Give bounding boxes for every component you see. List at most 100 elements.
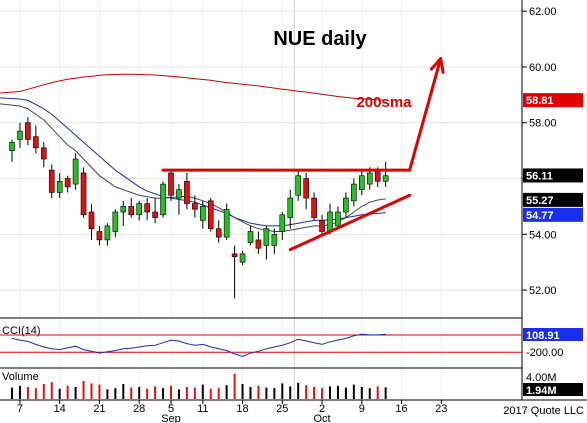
candlesticks bbox=[9, 117, 389, 299]
cci-axis-label: -200.00 bbox=[526, 347, 563, 359]
volume-bar bbox=[305, 385, 308, 399]
candle-body bbox=[207, 200, 214, 230]
candle-body bbox=[128, 206, 135, 216]
volume-bar bbox=[18, 385, 21, 399]
volume-value-box bbox=[523, 383, 583, 396]
candle-body bbox=[152, 211, 158, 218]
candle bbox=[287, 189, 294, 229]
date-axis: 7 14 21 28 5 11 18 25 2 9 16 23 Sep Oct bbox=[17, 400, 447, 423]
candle bbox=[279, 212, 286, 240]
candle-body bbox=[343, 197, 349, 213]
candle bbox=[263, 225, 270, 260]
cci-value-box bbox=[523, 328, 583, 341]
candle bbox=[192, 195, 198, 218]
candle-body bbox=[17, 130, 23, 140]
candle-body bbox=[271, 234, 278, 246]
volume-bar bbox=[281, 383, 284, 399]
candle bbox=[239, 251, 246, 265]
volume-title: Volume bbox=[2, 371, 39, 383]
candle bbox=[88, 203, 95, 240]
volume-bar bbox=[329, 386, 331, 399]
candle bbox=[223, 203, 230, 240]
candle-body bbox=[231, 253, 238, 257]
date-tick-label: 9 bbox=[359, 403, 365, 415]
volume-bar bbox=[384, 387, 387, 399]
price-tick-label: 52.00 bbox=[529, 285, 557, 297]
volume-bar bbox=[50, 382, 53, 399]
volume-bar bbox=[313, 387, 316, 399]
price-label-value: 54.77 bbox=[526, 210, 554, 222]
candle-body bbox=[215, 228, 222, 238]
candle-body bbox=[303, 178, 309, 199]
candle-body bbox=[104, 225, 111, 241]
chart-title: NUE daily bbox=[273, 28, 367, 50]
volume-bar bbox=[352, 384, 355, 399]
date-tick-label: 25 bbox=[276, 403, 288, 415]
candle-body bbox=[184, 181, 190, 204]
volume-bar bbox=[321, 388, 324, 399]
date-tick-label: 23 bbox=[435, 403, 447, 415]
candle bbox=[295, 170, 302, 201]
candle-body bbox=[48, 169, 55, 193]
candle bbox=[104, 223, 111, 246]
cci-title: CCI(14) bbox=[2, 325, 41, 337]
volume-bar bbox=[106, 389, 109, 399]
candle-body bbox=[358, 175, 365, 190]
volume-bar bbox=[344, 387, 347, 399]
volume-bar bbox=[368, 388, 371, 399]
candle-body bbox=[311, 197, 317, 218]
month-label: Sep bbox=[161, 413, 181, 423]
candle-body bbox=[319, 220, 325, 232]
volume-bar bbox=[297, 382, 300, 399]
price-tick-label: 58.00 bbox=[529, 118, 557, 130]
candle-body bbox=[160, 183, 166, 216]
price-label-box bbox=[523, 192, 583, 207]
volume-bar bbox=[233, 373, 236, 399]
candle bbox=[271, 228, 278, 254]
candle bbox=[343, 192, 349, 218]
candle bbox=[17, 122, 23, 148]
candle bbox=[72, 153, 79, 190]
price-tick-label: 62.00 bbox=[529, 6, 557, 18]
candle-body bbox=[255, 239, 262, 249]
date-tick-label: 28 bbox=[133, 403, 145, 415]
candle-body bbox=[382, 175, 389, 182]
candle bbox=[207, 198, 214, 232]
date-tick-label: 18 bbox=[236, 403, 248, 415]
candle-body bbox=[176, 189, 182, 199]
candle-body bbox=[192, 203, 198, 210]
candle bbox=[136, 200, 142, 221]
candle bbox=[112, 209, 119, 238]
price-labels: 58.81 56.11 55.27 54.77 bbox=[523, 93, 583, 222]
candle-body bbox=[9, 141, 15, 151]
volume-axis-label: 4.00M bbox=[526, 372, 557, 384]
volume-bar bbox=[217, 388, 220, 399]
cci-line bbox=[11, 333, 386, 358]
candle-body bbox=[366, 172, 373, 185]
candle bbox=[128, 198, 135, 218]
ma-line bbox=[0, 73, 386, 101]
price-label-box bbox=[523, 93, 583, 108]
candle-body bbox=[279, 214, 286, 232]
copyright: 2017 Quote LLC bbox=[503, 405, 584, 417]
candle bbox=[40, 142, 47, 168]
volume-value: 1.94M bbox=[526, 385, 557, 397]
candle-body bbox=[40, 147, 47, 160]
candle-body bbox=[33, 136, 39, 149]
candle bbox=[33, 125, 39, 154]
price-panel-bg bbox=[0, 0, 522, 318]
date-tick-label: 7 bbox=[17, 403, 23, 415]
price-label-value: 58.81 bbox=[526, 95, 554, 107]
volume-bar bbox=[146, 388, 149, 399]
volume-bar bbox=[114, 388, 117, 399]
trendlines bbox=[161, 57, 445, 252]
trendline bbox=[408, 57, 443, 172]
price-label-value: 56.11 bbox=[526, 170, 553, 182]
volume-bar bbox=[90, 383, 93, 399]
price-label-value: 55.27 bbox=[526, 195, 554, 207]
volume-bar bbox=[34, 388, 37, 399]
candle-body bbox=[351, 183, 357, 202]
candle bbox=[64, 175, 71, 193]
candle bbox=[96, 225, 103, 246]
